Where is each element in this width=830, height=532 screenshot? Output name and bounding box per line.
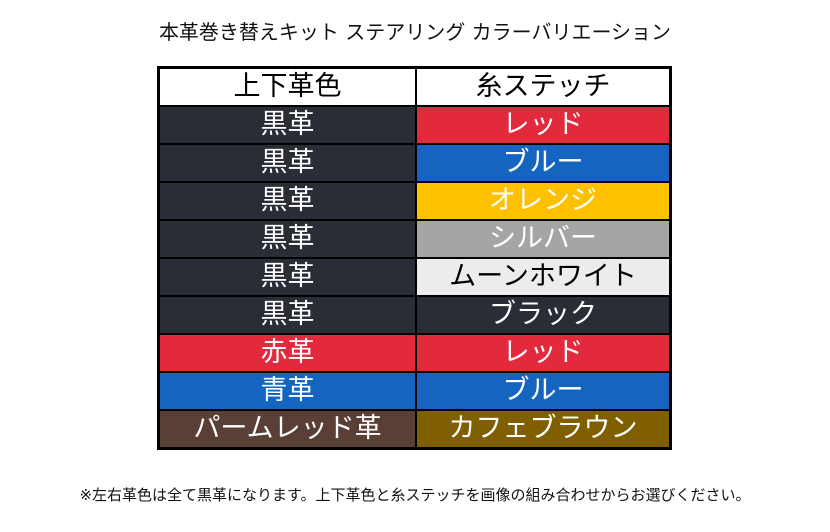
leather-color-cell: 黒革 [157,257,417,297]
leather-color-cell: 黒革 [157,105,417,145]
table-row: 黒革 ムーンホワイト [157,257,672,297]
stitch-color-cell: ブラック [415,295,672,335]
stitch-color-cell: レッド [415,333,672,373]
header-stitch: 糸ステッチ [415,66,672,107]
table-row: 黒革 オレンジ [157,181,672,221]
leather-color-cell: パームレッド革 [157,409,417,450]
stitch-color-cell: シルバー [415,219,672,259]
table-row: パームレッド革 カフェブラウン [157,409,672,450]
table-row: 黒革 シルバー [157,219,672,259]
stitch-color-cell: ブルー [415,371,672,411]
table-row: 黒革 ブラック [157,295,672,335]
stitch-color-cell: レッド [415,105,672,145]
leather-color-cell: 青革 [157,371,417,411]
leather-color-cell: 赤革 [157,333,417,373]
stitch-color-cell: オレンジ [415,181,672,221]
leather-color-cell: 黒革 [157,143,417,183]
color-variation-table: 上下革色 糸ステッチ 黒革 レッド 黒革 ブルー 黒革 オレンジ 黒革 シルバー 黒革 ムーンホワ… [157,66,672,450]
header-leather-color: 上下革色 [157,66,417,107]
table-row: 黒革 ブルー [157,143,672,183]
leather-color-cell: 黒革 [157,219,417,259]
stitch-color-cell: ムーンホワイト [415,257,672,297]
stitch-color-cell: ブルー [415,143,672,183]
leather-color-cell: 黒革 [157,181,417,221]
page-title: 本革巻き替えキット ステアリング カラーバリエーション [158,20,672,44]
footnote: ※左右革色は全て黒革になります。上下革色と糸ステッチを画像の組み合わせからお選び… [79,486,751,504]
table-row: 黒革 レッド [157,105,672,145]
table-row: 青革 ブルー [157,371,672,411]
stitch-color-cell: カフェブラウン [415,409,672,450]
table-header-row: 上下革色 糸ステッチ [157,66,672,107]
table-row: 赤革 レッド [157,333,672,373]
leather-color-cell: 黒革 [157,295,417,335]
